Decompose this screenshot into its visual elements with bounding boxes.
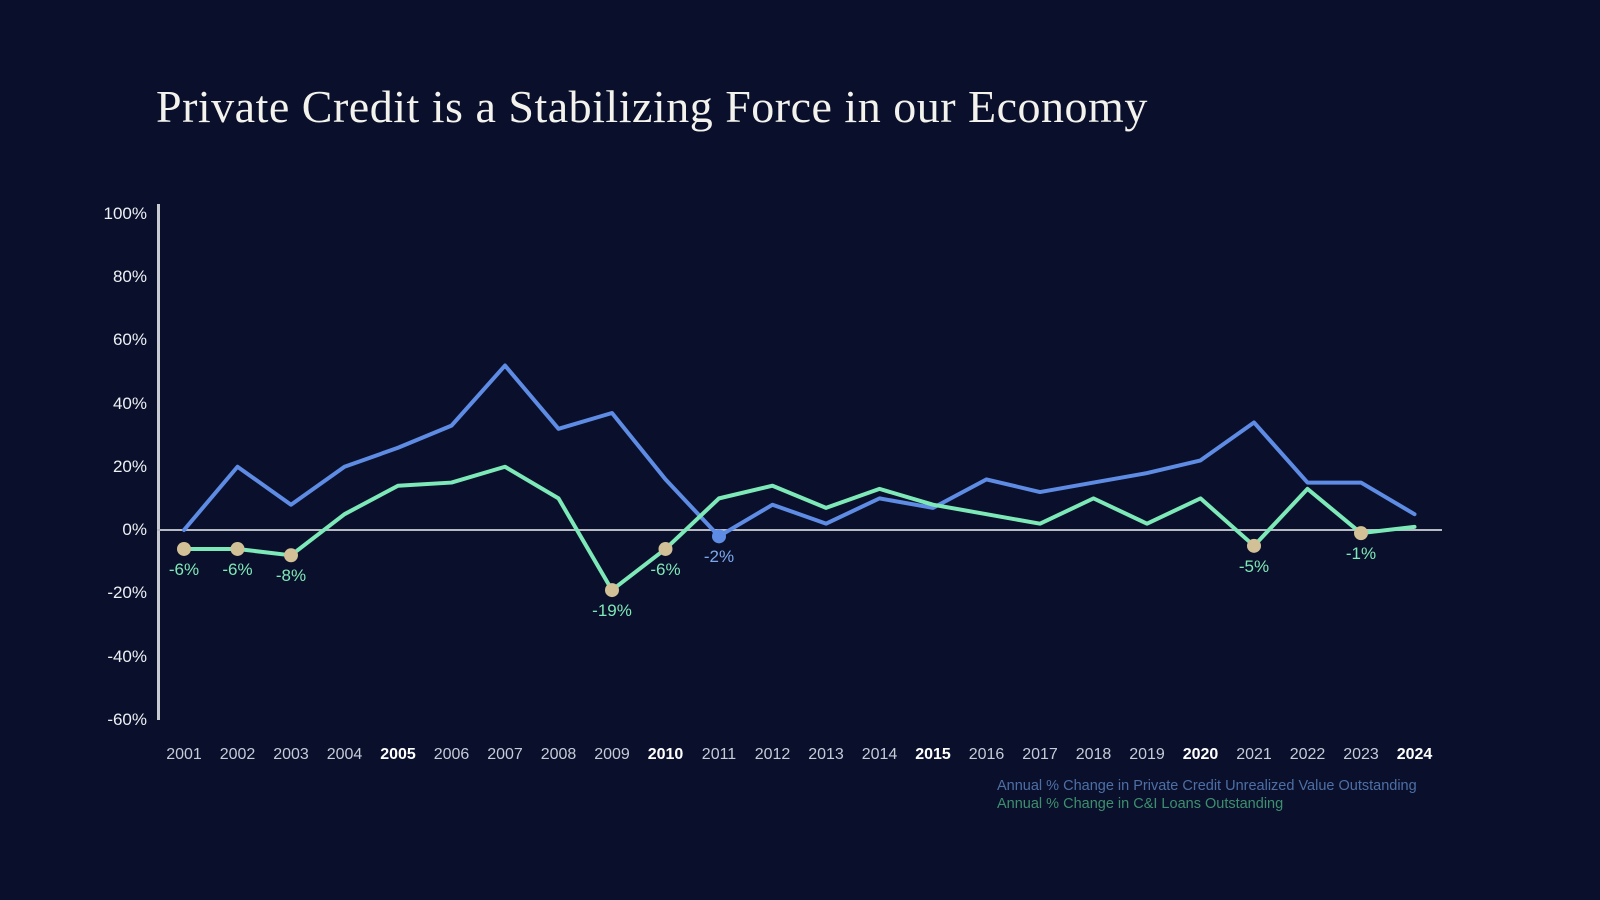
y-tick-label: -20%: [107, 583, 147, 603]
x-year-label: 2013: [808, 746, 844, 763]
y-tick-label: 100%: [103, 203, 147, 223]
data-point-label: -6%: [222, 559, 253, 579]
series-line-private-credit: [182, 363, 1417, 539]
x-year-label: 2012: [754, 746, 791, 763]
x-year-label: 2008: [540, 746, 577, 763]
x-year-label: 2014: [861, 746, 898, 763]
data-point-label: -19%: [592, 601, 632, 621]
y-tick-label: 0%: [122, 520, 147, 539]
data-point-dot: [230, 541, 245, 556]
x-year-label: 2015: [915, 746, 951, 763]
x-year-label: 2023: [1343, 746, 1379, 763]
x-year-label: 2009: [594, 746, 630, 763]
chart-title: Private Credit is a Stabilizing Force in…: [156, 81, 1148, 132]
y-tick-label: -60%: [107, 709, 147, 729]
x-year-label: 2005: [380, 746, 416, 763]
series-line-ci-loans: [182, 464, 1417, 593]
x-year-label: 2010: [647, 746, 684, 763]
y-tick-label: -40%: [107, 646, 147, 666]
y-tick-label: 20%: [112, 456, 147, 476]
x-year-label: 2019: [1129, 746, 1165, 763]
data-point-dot: [284, 548, 298, 563]
x-year-label: 2011: [701, 746, 737, 763]
x-year-label: 2004: [326, 746, 363, 763]
data-point-dot: [1354, 526, 1368, 541]
x-year-label: 2024: [1396, 746, 1433, 763]
data-point-label: -8%: [275, 566, 307, 586]
x-year-label: 2021: [1236, 746, 1272, 763]
data-point-dot: [712, 529, 726, 544]
x-year-label: 2017: [1022, 746, 1058, 763]
y-tick-label: 40%: [112, 393, 147, 413]
x-year-label: 2022: [1289, 746, 1326, 763]
x-year-label: 2020: [1182, 746, 1219, 763]
data-point-dot: [605, 583, 619, 598]
data-point-dot: [1247, 538, 1261, 553]
x-year-label: 2016: [968, 746, 1005, 763]
x-year-label: 2003: [273, 746, 309, 763]
data-point-label: -6%: [650, 559, 681, 579]
x-year-label: 2007: [487, 746, 523, 763]
data-point-dot: [177, 541, 191, 556]
x-year-label: 2001: [166, 746, 202, 763]
legend-private-credit: Annual % Change in Private Credit Unreal…: [997, 778, 1417, 794]
y-tick-label: 80%: [112, 267, 147, 286]
data-point-label: -6%: [168, 559, 200, 579]
data-point-dot: [658, 541, 673, 556]
legend: Annual % Change in Private Credit Unreal…: [997, 778, 1417, 813]
x-year-label: 2002: [219, 746, 256, 763]
data-point-label: -1%: [1345, 544, 1377, 564]
data-point-label: -5%: [1238, 556, 1270, 576]
data-point-label: -2%: [703, 547, 735, 567]
legend-ci-loans: Annual % Change in C&I Loans Outstanding: [997, 795, 1284, 812]
x-year-label: 2018: [1075, 746, 1112, 763]
x-year-label: 2006: [433, 746, 470, 763]
y-tick-label: 60%: [112, 330, 147, 350]
